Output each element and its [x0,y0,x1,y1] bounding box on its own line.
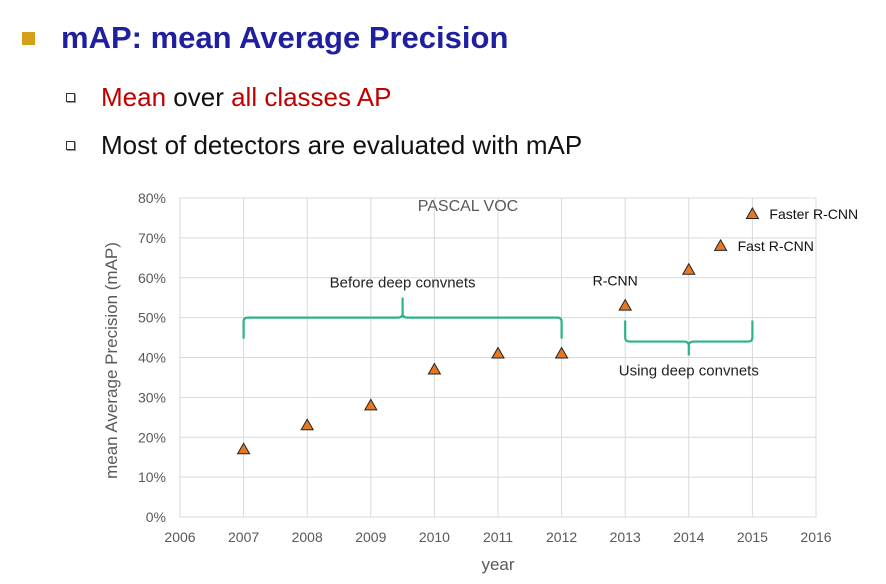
y-tick-label: 20% [138,429,166,445]
hollow-square-bullet-icon [66,92,75,102]
data-point [618,298,633,311]
data-point [363,398,378,411]
x-tick-label: 2013 [610,529,641,545]
x-tick-label: 2006 [164,529,195,545]
hollow-square-bullet-icon [66,140,75,150]
square-bullet-icon [22,31,35,45]
data-point [300,418,315,431]
slide-title: mAP: mean Average Precision [61,20,509,55]
x-tick-label: 2016 [800,529,831,545]
data-point-label: Faster R-CNN [769,206,858,222]
x-tick-label: 2015 [737,529,768,545]
x-tick-label: 2009 [355,529,386,545]
x-tick-label: 2014 [673,529,704,545]
data-point [681,262,696,275]
y-tick-label: 0% [146,509,166,525]
x-axis-title: year [481,555,514,574]
y-tick-label: 70% [138,230,166,246]
y-tick-label: 50% [138,310,166,326]
bullet-text-part: Most of detectors are evaluated with mAP [101,129,583,160]
chart-title: PASCAL VOC [418,198,518,215]
data-point [554,346,569,359]
y-tick-label: 10% [138,469,166,485]
data-point [427,362,442,375]
annotation-label: Before deep convnets [330,275,476,292]
bullet-text-part: over [166,81,232,112]
bullet-text-part: Mean [101,81,167,112]
x-tick-label: 2007 [228,529,259,545]
y-tick-label: 40% [138,350,166,366]
data-point-label: R-CNN [593,273,638,289]
annotation-brace [624,320,754,356]
annotation-label: Using deep convnets [619,363,759,380]
x-tick-label: 2008 [292,529,323,545]
y-tick-label: 80% [138,190,166,206]
bullet-item: Most of detectors are evaluated with mAP [66,128,582,162]
data-point [745,206,760,219]
bullet-text-part: all classes AP [231,81,392,112]
annotation-brace [242,297,563,339]
data-point-label: Fast R-CNN [738,238,814,254]
y-tick-label: 60% [138,270,166,286]
data-point [236,442,251,455]
bullet-item: Mean over all classes AP [66,80,391,114]
x-tick-label: 2011 [483,529,513,545]
x-tick-label: 2012 [546,529,577,545]
x-tick-label: 2010 [419,529,450,545]
data-point [713,238,728,251]
y-tick-label: 30% [138,389,166,405]
y-axis-title: mean Average Precision (mAP) [102,242,121,479]
slide-heading: mAP: mean Average Precision [22,14,508,62]
data-point [491,346,505,359]
